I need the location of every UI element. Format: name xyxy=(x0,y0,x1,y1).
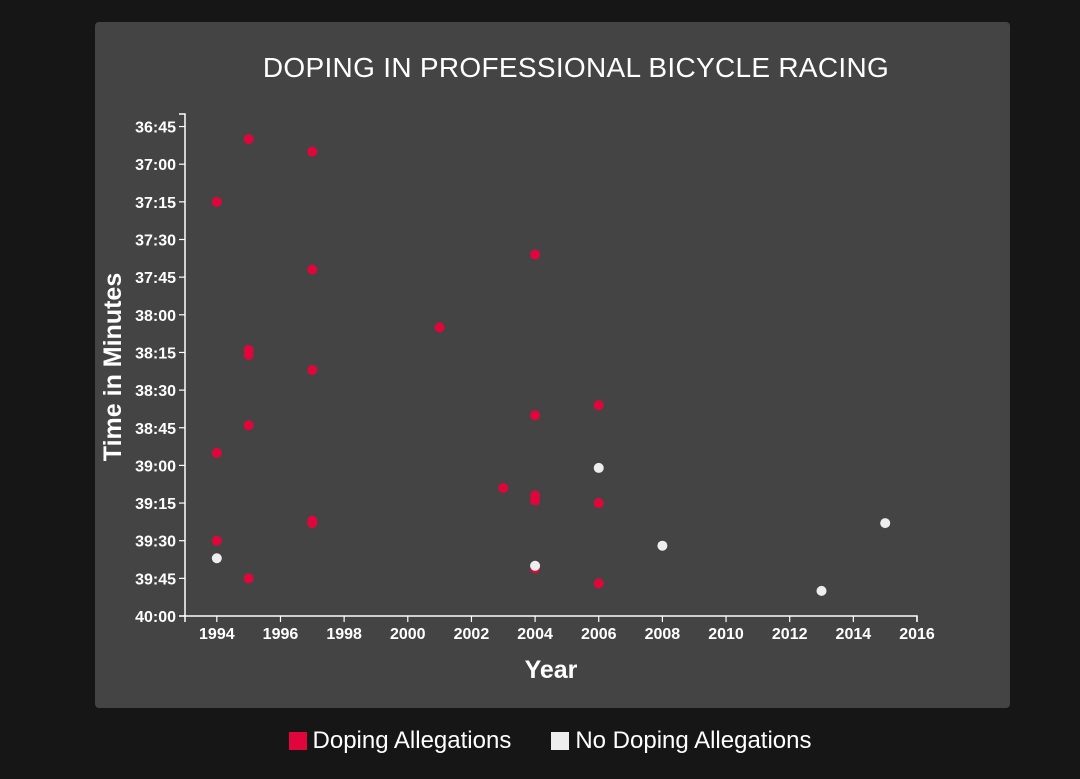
legend-item-no-doping: No Doping Allegations xyxy=(551,727,811,755)
no-doping-point[interactable] xyxy=(816,585,827,596)
y-tick-label: 37:30 xyxy=(135,233,176,250)
x-tick-label: 2002 xyxy=(454,626,490,643)
no-doping-point[interactable] xyxy=(211,553,222,564)
doping-point[interactable] xyxy=(211,447,222,458)
y-tick-label: 37:00 xyxy=(135,157,176,174)
doping-point[interactable] xyxy=(307,146,318,157)
doping-point[interactable] xyxy=(593,578,604,589)
x-tick-label: 2016 xyxy=(899,626,935,643)
no-doping-point[interactable] xyxy=(530,560,541,571)
legend-item-doping: Doping Allegations xyxy=(288,727,512,755)
chart-title: DOPING IN PROFESSIONAL BICYCLE RACING xyxy=(262,52,890,83)
x-axis: 1994 1996 1998 2000 2002 2004 2006 2008 2010 2012… xyxy=(184,615,935,643)
y-tick-label: 37:45 xyxy=(135,270,176,287)
no-doping-point[interactable] xyxy=(593,462,604,473)
doping-point[interactable] xyxy=(307,365,318,376)
doping-point[interactable] xyxy=(593,498,604,509)
doping-point[interactable] xyxy=(307,518,318,529)
y-axis: 36:45 37:00 37:15 37:30 37:45 38:00 38:15 38:30… xyxy=(135,113,186,626)
x-tick-label: 2012 xyxy=(772,626,808,643)
x-axis-title: Year xyxy=(525,656,578,684)
y-tick-label: 38:45 xyxy=(135,421,176,438)
doping-point[interactable] xyxy=(593,400,604,411)
x-tick-label: 2006 xyxy=(581,626,617,643)
doping-point[interactable] xyxy=(307,264,318,275)
doping-point[interactable] xyxy=(243,134,254,145)
x-tick-label: 2010 xyxy=(708,626,744,643)
legend-label-no-doping: No Doping Allegations xyxy=(575,727,812,754)
x-tick-label: 2004 xyxy=(517,626,553,643)
data-points xyxy=(211,134,891,596)
y-tick-label: 39:45 xyxy=(135,571,176,588)
y-tick-label: 38:30 xyxy=(135,383,176,400)
doping-point[interactable] xyxy=(434,322,445,333)
x-tick-label: 2008 xyxy=(645,626,681,643)
y-tick-label: 39:30 xyxy=(135,534,176,551)
x-tick-label: 1998 xyxy=(326,626,362,643)
doping-point[interactable] xyxy=(243,420,254,431)
y-tick-label: 37:15 xyxy=(135,195,176,212)
legend-label-doping: Doping Allegations xyxy=(312,727,512,754)
doping-point[interactable] xyxy=(243,573,254,584)
doping-point[interactable] xyxy=(530,249,541,260)
no-doping-swatch-icon xyxy=(551,732,570,750)
y-tick-label: 36:45 xyxy=(135,120,176,137)
x-axis-line xyxy=(184,615,918,622)
x-tick-label: 1996 xyxy=(263,626,299,643)
legend: Doping Allegations No Doping Allegations xyxy=(0,727,1080,755)
doping-point[interactable] xyxy=(498,482,509,493)
x-tick-label: 1994 xyxy=(199,626,235,643)
doping-point[interactable] xyxy=(530,410,541,421)
y-tick-label: 38:00 xyxy=(135,308,176,325)
y-tick-label: 39:00 xyxy=(135,458,176,475)
doping-point[interactable] xyxy=(211,196,222,207)
doping-point[interactable] xyxy=(530,495,541,506)
y-tick-label: 40:00 xyxy=(135,609,176,626)
doping-swatch-icon xyxy=(288,732,307,750)
no-doping-point[interactable] xyxy=(880,518,891,529)
y-tick-label: 39:15 xyxy=(135,496,176,513)
no-doping-point[interactable] xyxy=(657,540,668,551)
x-tick-label: 2000 xyxy=(390,626,426,643)
y-axis-title: Time in Minutes xyxy=(99,273,127,461)
doping-point[interactable] xyxy=(243,349,254,360)
x-tick-label: 2014 xyxy=(836,626,872,643)
doping-point[interactable] xyxy=(211,535,222,546)
y-tick-label: 38:15 xyxy=(135,345,176,362)
